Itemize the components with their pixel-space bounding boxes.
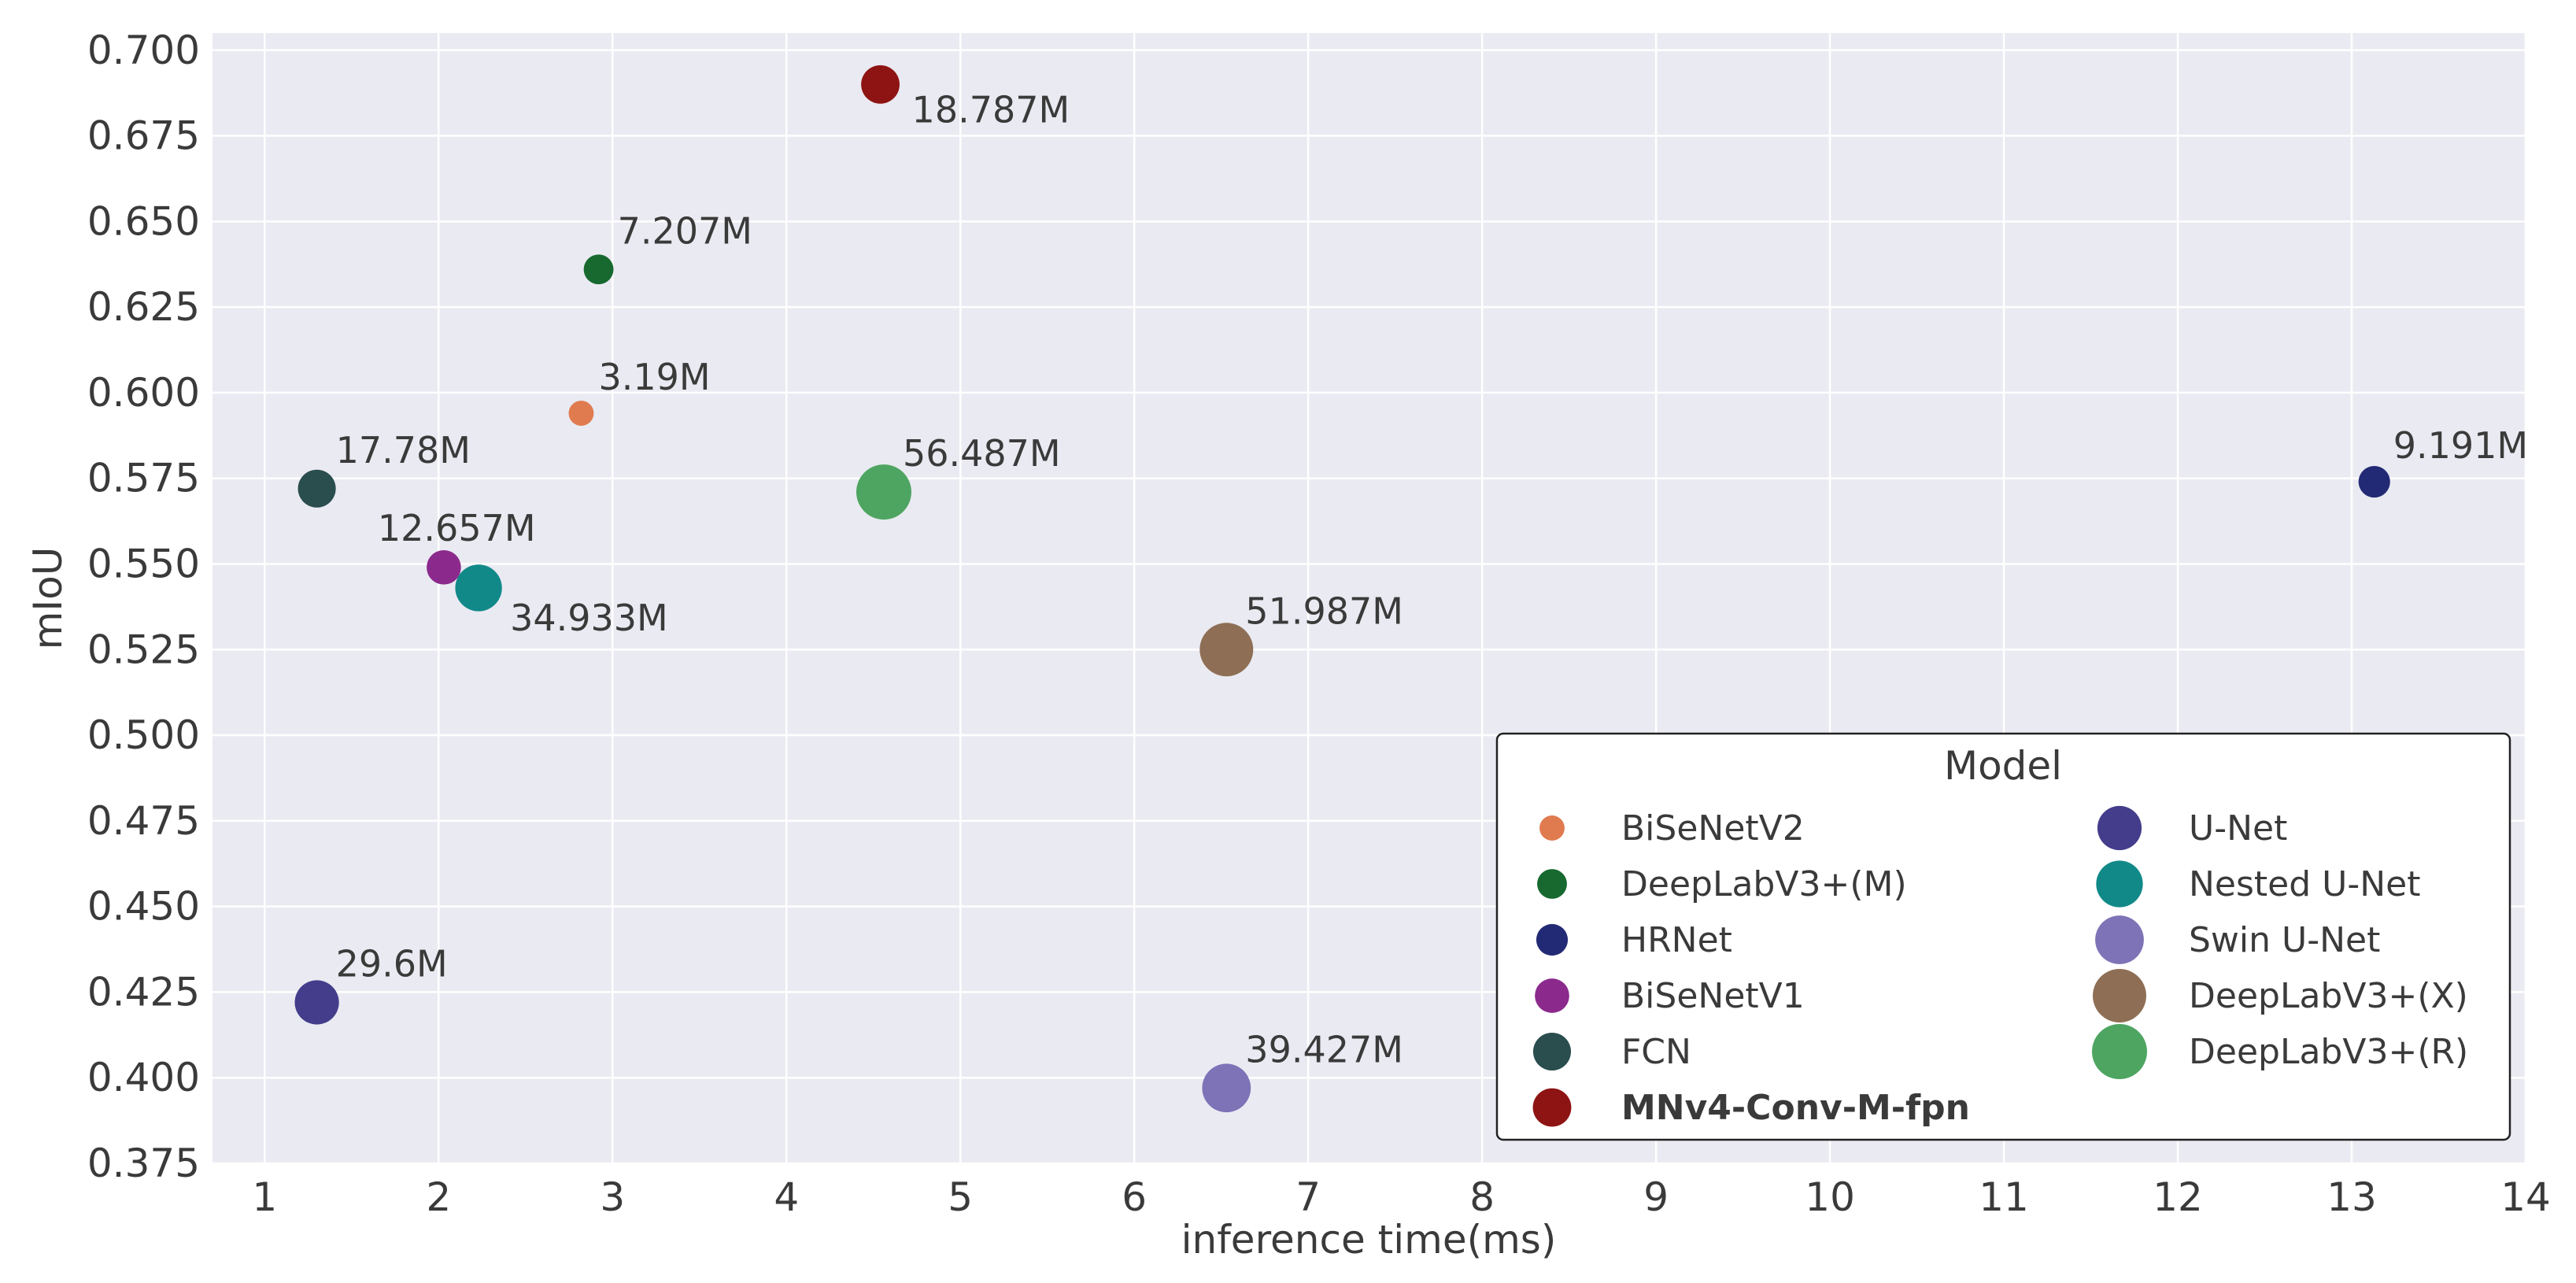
- annotation-deeplabv3-m: 7.207M: [618, 209, 752, 252]
- y-tick-label: 0.400: [87, 1055, 200, 1100]
- x-tick-label: 5: [948, 1174, 973, 1220]
- legend-label-deeplabv3-r: DeepLabV3+(R): [2189, 1032, 2468, 1072]
- legend-label-bisenetv2: BiSeNetV2: [1621, 808, 1805, 849]
- x-tick-label: 3: [600, 1174, 625, 1220]
- annotation-fcn: 17.78M: [336, 429, 471, 471]
- annotation-deeplabv3-x: 51.987M: [1245, 590, 1403, 632]
- y-tick-label: 0.625: [87, 284, 200, 330]
- legend: Model BiSeNetV2DeepLabV3+(M)HRNetBiSeNet…: [1495, 732, 2511, 1141]
- x-tick-label: 11: [1979, 1174, 2029, 1220]
- x-tick-label: 13: [2327, 1174, 2377, 1220]
- x-tick-labels: 1 2 3 4 5 6 7 8 9 10 11 12 13 14: [252, 1174, 2550, 1220]
- y-tick-label: 0.550: [87, 541, 200, 586]
- legend-marker-deeplabv3-m: [1537, 869, 1567, 899]
- y-axis-label: mIoU: [25, 547, 71, 650]
- y-tick-label: 0.500: [87, 712, 200, 758]
- annotation-nested-u-net: 34.933M: [510, 597, 668, 639]
- legend-marker-deeplabv3-r: [2092, 1024, 2147, 1079]
- legend-marker-swin-u-net: [2095, 915, 2144, 964]
- x-axis-label: inference time(ms): [1181, 1217, 1557, 1263]
- annotation-hrnet: 9.191M: [2393, 424, 2528, 467]
- y-tick-label: 0.675: [87, 113, 200, 159]
- y-tick-label: 0.475: [87, 798, 200, 844]
- y-tick-label: 0.650: [87, 198, 200, 244]
- legend-marker-deeplabv3-x: [2093, 969, 2146, 1022]
- point-deeplabv3-m: [583, 254, 614, 285]
- x-tick-label: 8: [1469, 1174, 1495, 1220]
- point-swin-u-net: [1202, 1063, 1251, 1113]
- param-annotations: 3.19M 7.207M 9.191M 12.657M 17.78M 18.787M 29.…: [336, 88, 2529, 1070]
- annotation-bisenetv1: 12.657M: [378, 507, 536, 549]
- y-tick-label: 0.575: [87, 456, 200, 501]
- data-points: [294, 65, 2390, 1113]
- annotation-mnv4-conv-m-fpn: 18.787M: [912, 88, 1070, 131]
- point-deeplabv3-r: [856, 464, 911, 520]
- x-tick-label: 7: [1295, 1174, 1321, 1220]
- legend-marker-bisenetv2: [1539, 815, 1565, 841]
- x-tick-label: 9: [1643, 1174, 1669, 1220]
- legend-label-deeplabv3-m: DeepLabV3+(M): [1621, 864, 1907, 904]
- y-tick-labels: 0.375 0.400 0.425 0.450 0.475 0.500 0.525 0.550…: [87, 28, 200, 1186]
- legend-title: Model: [1944, 743, 2062, 789]
- point-u-net: [294, 980, 339, 1025]
- point-fcn: [298, 469, 336, 508]
- annotation-u-net: 29.6M: [336, 942, 448, 985]
- legend-box: [1495, 732, 2511, 1141]
- legend-label-bisenetv1: BiSeNetV1: [1621, 976, 1805, 1016]
- point-hrnet: [2358, 465, 2390, 498]
- y-tick-label: 0.375: [87, 1141, 200, 1186]
- legend-items: BiSeNetV2 DeepLabV3+(M) HRNet BiSeNetV1 FCN M…: [1532, 805, 2468, 1128]
- annotation-swin-u-net: 39.427M: [1245, 1028, 1403, 1070]
- x-tick-label: 4: [774, 1174, 799, 1220]
- point-deeplabv3-x: [1199, 623, 1254, 677]
- legend-marker-mnv4-conv-m-fpn: [1532, 1088, 1572, 1127]
- annotation-bisenetv2: 3.19M: [598, 356, 710, 398]
- legend-label-fcn: FCN: [1621, 1032, 1691, 1072]
- legend-label-nested-u-net: Nested U-Net: [2189, 864, 2420, 904]
- legend-marker-bisenetv1: [1535, 978, 1569, 1013]
- point-mnv4-conv-m-fpn: [861, 65, 900, 104]
- legend-label-u-net: U-Net: [2189, 808, 2287, 849]
- legend-marker-u-net: [2097, 805, 2142, 851]
- legend-label-deeplabv3-x: DeepLabV3+(X): [2189, 976, 2468, 1016]
- x-tick-label: 14: [2500, 1174, 2551, 1220]
- y-tick-label: 0.450: [87, 884, 200, 930]
- y-tick-label: 0.525: [87, 627, 200, 672]
- legend-marker-nested-u-net: [2096, 860, 2143, 908]
- legend-label-swin-u-net: Swin U-Net: [2189, 920, 2380, 960]
- point-bisenetv2: [568, 401, 594, 426]
- annotation-deeplabv3-r: 56.487M: [903, 432, 1061, 475]
- x-tick-label: 12: [2153, 1174, 2203, 1220]
- point-bisenetv1: [427, 550, 461, 585]
- y-tick-label: 0.600: [87, 370, 200, 416]
- legend-label-hrnet: HRNet: [1621, 920, 1732, 960]
- point-nested-u-net: [455, 564, 502, 612]
- legend-marker-fcn: [1532, 1032, 1572, 1071]
- legend-marker-hrnet: [1536, 923, 1569, 956]
- x-tick-label: 1: [252, 1174, 277, 1220]
- x-tick-label: 6: [1122, 1174, 1147, 1220]
- x-tick-label: 2: [426, 1174, 451, 1220]
- x-tick-label: 10: [1805, 1174, 1855, 1220]
- legend-label-mnv4-conv-m-fpn: MNv4-Conv-M-fpn: [1621, 1088, 1970, 1128]
- y-tick-label: 0.425: [87, 969, 200, 1015]
- y-tick-label: 0.700: [87, 28, 200, 73]
